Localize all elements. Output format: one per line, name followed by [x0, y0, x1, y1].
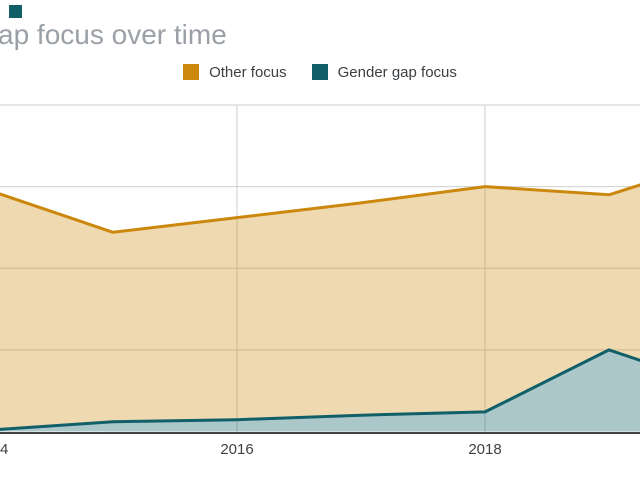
- x-tick-2014: 4: [0, 441, 9, 458]
- area-other-focus: [0, 184, 640, 430]
- legend: Other focus Gender gap focus: [0, 63, 640, 81]
- clipped-element-fragment: [9, 5, 22, 18]
- legend-swatch-other-focus: [183, 64, 200, 80]
- area-gender-gap-focus: [0, 349, 640, 432]
- x-tick-2016: 2016: [220, 441, 254, 458]
- line-other-focus: [0, 183, 640, 234]
- line-gender-gap-focus: [0, 348, 640, 431]
- legend-label-other-focus: Other focus: [209, 63, 287, 81]
- chart-title: ap focus over time: [0, 19, 227, 50]
- legend-label-gender-gap-focus: Gender gap focus: [337, 63, 457, 81]
- legend-swatch-gender-gap-focus: [311, 64, 328, 80]
- x-tick-2018: 2018: [468, 441, 502, 458]
- legend-item-other-focus[interactable]: Other focus: [183, 64, 287, 81]
- legend-item-gender-gap-focus[interactable]: Gender gap focus: [311, 63, 457, 81]
